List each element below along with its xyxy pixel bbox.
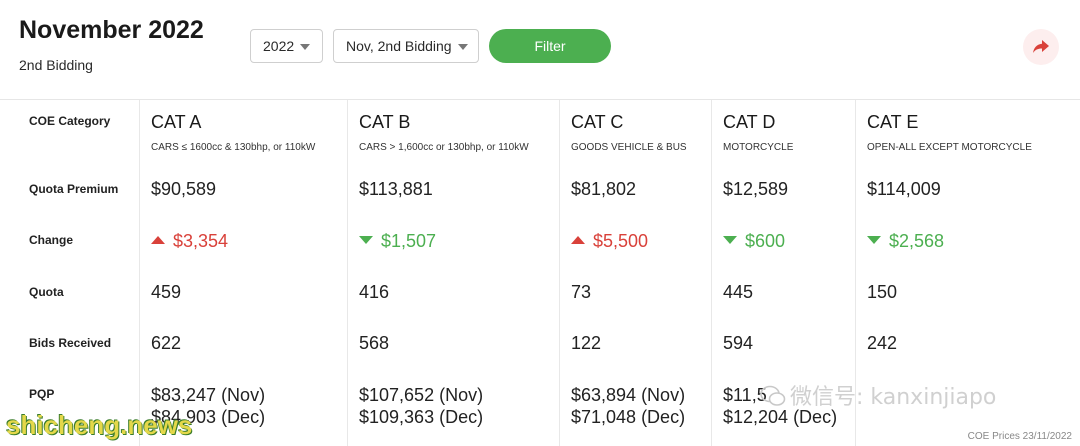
row-label-category: COE Category [29,114,111,128]
cat-description: CARS ≤ 1600cc & 130bhp, or 110kW [151,142,316,153]
header: November 2022 2nd Bidding 2022 Nov, 2nd … [0,0,1080,100]
quota-value: 445 [723,282,754,302]
page-subtitle: 2nd Bidding [19,57,93,73]
quota-premium-value: $81,802 [571,179,637,199]
wechat-icon [760,385,786,406]
bids-value: 594 [723,333,754,353]
column-divider [855,100,856,446]
arrow-up-icon [571,236,585,244]
coe-table: COE Category Quota Premium Change Quota … [0,100,1080,446]
quota-premium-value: $113,881 [359,179,433,199]
quota-premium-value: $90,589 [151,179,217,199]
column-divider [559,100,560,446]
year-select[interactable]: 2022 [250,29,323,63]
change-value: $3,354 [151,231,228,252]
change-value: $1,507 [359,231,436,252]
site-watermark: shicheng.news [6,410,193,440]
change-value: $2,568 [867,231,944,252]
change-value: $5,500 [571,231,648,252]
cat-description: MOTORCYCLE [723,142,794,153]
cat-description: GOODS VEHICLE & BUS [571,142,687,153]
bids-value: 242 [867,333,898,353]
pqp-value: $107,652 (Nov) $109,363 (Dec) [359,385,484,427]
quota-value: 73 [571,282,592,302]
row-label-pqp: PQP [29,387,55,401]
row-label-bids: Bids Received [29,336,112,350]
bids-value: 122 [571,333,602,353]
cat-name: CAT E [867,112,919,132]
row-label-premium: Quota Premium [29,182,119,196]
column-divider [711,100,712,446]
quota-value: 459 [151,282,182,302]
quota-value: 416 [359,282,390,302]
arrow-down-icon [867,236,881,244]
chevron-down-icon [300,44,311,50]
row-label-quota: Quota [29,285,64,299]
filter-button[interactable]: Filter [489,29,611,63]
page-title: November 2022 [19,16,204,44]
round-select-value: Nov, 2nd Bidding [346,38,452,54]
quota-premium-value: $12,589 [723,179,789,199]
pqp-value: $83,247 (Nov) $84,903 (Dec) [151,385,266,427]
quota-value: 150 [867,282,898,302]
arrow-down-icon [723,236,737,244]
column-divider [347,100,348,446]
chevron-down-icon [457,44,468,50]
footnote: COE Prices 23/11/2022 [967,431,1072,442]
arrow-up-icon [151,236,165,244]
pqp-value: $63,894 (Nov) $71,048 (Dec) [571,385,686,427]
cat-description: OPEN-ALL EXCEPT MOTORCYCLE [867,142,1032,153]
pqp-value: $11,5 $12,204 (Dec) [723,385,838,427]
cat-name: CAT C [571,112,624,132]
share-arrow-icon [1033,40,1049,53]
bids-value: 568 [359,333,390,353]
column-divider [139,100,140,446]
cat-name: CAT A [151,112,202,132]
round-select[interactable]: Nov, 2nd Bidding [333,29,479,63]
change-value: $600 [723,231,785,252]
year-select-value: 2022 [263,38,295,54]
bids-value: 622 [151,333,182,353]
cat-name: CAT B [359,112,411,132]
share-button[interactable] [1023,29,1059,65]
wechat-watermark: 微信号: kanxinjiapo [760,379,996,411]
cat-name: CAT D [723,112,776,132]
quota-premium-value: $114,009 [867,179,941,199]
row-label-change: Change [29,233,74,247]
cat-description: CARS > 1,600cc or 130bhp, or 110kW [359,142,529,153]
arrow-down-icon [359,236,373,244]
